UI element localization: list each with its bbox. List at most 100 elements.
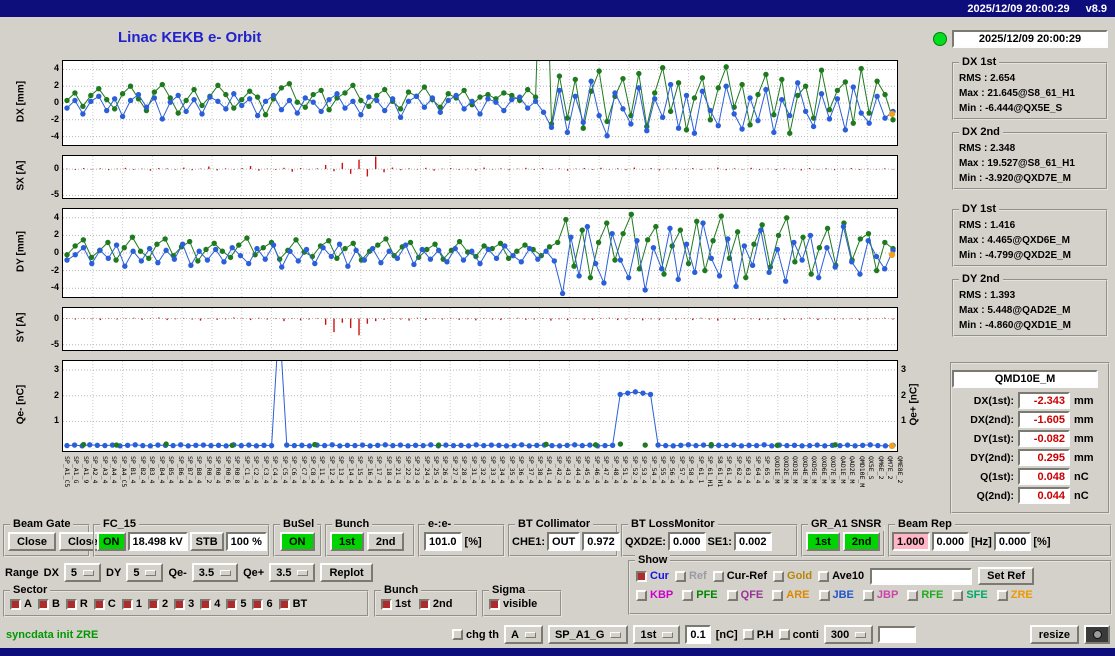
y-tick-label: 3: [53, 364, 59, 374]
bt-checkbox[interactable]: [278, 598, 290, 610]
gold-checkbox[interactable]: [773, 570, 785, 582]
ave10-checkbox[interactable]: [818, 570, 830, 582]
y-tick-label: 0: [53, 247, 59, 257]
group-beam-gate: Beam Gate Close Close: [3, 518, 107, 557]
axis-label-sy: SY [A]: [15, 312, 27, 343]
c-checkbox[interactable]: [93, 598, 105, 610]
chg-th-checkbox[interactable]: [452, 629, 463, 640]
gr-a1-2nd-button[interactable]: 2nd: [842, 532, 881, 551]
1st-checkbox[interactable]: [381, 598, 392, 610]
5-checkbox[interactable]: [226, 598, 238, 610]
range-dy-label: DY: [106, 566, 122, 579]
replot-button[interactable]: Replot: [320, 563, 373, 582]
a-checkbox[interactable]: [10, 598, 21, 610]
che1-value-display: 0.972: [582, 532, 620, 551]
stat-max: Max : 5.448@QAD2E_M: [959, 305, 1071, 316]
6-checkbox[interactable]: [252, 598, 264, 610]
fc15-stb-button[interactable]: STB: [189, 532, 224, 551]
bpm-label: SP_C6_4: [290, 456, 299, 484]
busel-on-button[interactable]: ON: [280, 532, 315, 551]
rate-select[interactable]: 300: [823, 625, 874, 644]
checkbox-label: RFE: [921, 589, 944, 601]
conti-checkbox[interactable]: [778, 629, 790, 640]
cur-checkbox[interactable]: [636, 570, 647, 582]
2nd-checkbox[interactable]: [418, 598, 430, 610]
bpm-label: SP_R0_2: [204, 456, 213, 484]
ee-ratio-display: 101.0: [424, 532, 462, 551]
bpm-label: SP_64_4: [753, 456, 762, 484]
3-checkbox[interactable]: [174, 598, 186, 610]
range-label: Range: [5, 566, 39, 579]
group-title: Sector: [10, 584, 51, 597]
sector-select[interactable]: A: [504, 625, 543, 644]
range-qep-value: 3.5: [276, 566, 292, 579]
set-ref-button[interactable]: Set Ref: [978, 567, 1035, 585]
gr-a1-1st-button[interactable]: 1st: [806, 532, 840, 551]
b-checkbox[interactable]: [37, 598, 49, 610]
bunch-option-select[interactable]: 1st: [633, 625, 681, 644]
bunch-2nd-button[interactable]: 2nd: [366, 532, 405, 551]
bpm-label: QXD4E_M: [800, 456, 809, 484]
bpm-label: QME8E_2: [895, 456, 904, 484]
checkbox-item-kbp: KBP: [636, 589, 673, 601]
range-dx-select[interactable]: 5: [63, 563, 102, 582]
fc15-on-button[interactable]: ON: [97, 532, 126, 551]
checkbox-item-are: ARE: [772, 589, 810, 601]
range-row: Range DX 5 DY 5 Qe- 3.5 Qe+ 3.5 Replot: [5, 563, 373, 582]
rfe-checkbox[interactable]: [907, 589, 919, 601]
range-qep-select[interactable]: 3.5: [269, 563, 316, 582]
bpm-label: SP_57_4: [677, 456, 686, 484]
chart-qe-canvas: [63, 361, 897, 451]
visible-checkbox[interactable]: [489, 598, 500, 610]
jbe-checkbox[interactable]: [818, 589, 830, 601]
bpm-label: SP_C3_4: [261, 456, 270, 484]
2-checkbox[interactable]: [147, 598, 159, 610]
camera-button[interactable]: [1084, 625, 1110, 644]
threshold-display: 0.1: [685, 625, 711, 644]
pfe-checkbox[interactable]: [682, 589, 694, 601]
range-dx-value: 5: [70, 566, 78, 579]
checkbox-label: 2nd: [432, 598, 453, 610]
bpm-label: SP_B3_4: [148, 456, 157, 484]
qmd-row-value: 0.048: [1018, 468, 1070, 485]
bpm-label: SP_35_4: [507, 456, 516, 484]
range-qem-label: Qe-: [168, 566, 187, 579]
jbp-checkbox[interactable]: [862, 589, 874, 601]
checkbox-item-gold: Gold: [773, 570, 812, 582]
beam-gate-close-button-1[interactable]: Close: [8, 532, 56, 551]
bpm-label: SP_38_4: [536, 456, 545, 484]
ph-checkbox[interactable]: [742, 629, 754, 640]
checkbox-label: visible: [503, 598, 538, 610]
bpm-select[interactable]: SP_A1_G: [547, 625, 629, 644]
bpm-label: SP_A3_4: [100, 456, 109, 484]
y-tick-label-right: 3: [901, 364, 907, 374]
camera-lens-icon: [1092, 630, 1102, 639]
range-dy-select[interactable]: 5: [126, 563, 164, 582]
checkbox-label: ZRE: [1010, 589, 1033, 601]
dropdown-indicator-icon: [855, 631, 867, 638]
y-tick-label: 2: [53, 80, 59, 91]
show-row-1: Cur Ref Cur-Ref Gold Ave10: [636, 570, 864, 582]
checkbox-item-jbe: JBE: [818, 589, 854, 601]
1-checkbox[interactable]: [121, 598, 133, 610]
qmd-row-unit: mm: [1074, 432, 1094, 445]
are-checkbox[interactable]: [772, 589, 784, 601]
bpm-label: SP_52_4: [630, 456, 639, 484]
rate-input[interactable]: [878, 626, 917, 643]
4-checkbox[interactable]: [200, 598, 212, 610]
r-checkbox[interactable]: [65, 598, 77, 610]
ref-checkbox[interactable]: [674, 570, 686, 582]
range-qem-select[interactable]: 3.5: [191, 563, 239, 582]
checkbox-label: BT: [292, 598, 308, 610]
kbp-checkbox[interactable]: [636, 589, 647, 601]
group-title: FC_15: [100, 518, 140, 531]
resize-button[interactable]: resize: [1029, 625, 1079, 644]
cur-ref-checkbox[interactable]: [712, 570, 724, 582]
sfe-checkbox[interactable]: [952, 589, 964, 601]
ref-name-input[interactable]: [870, 567, 973, 585]
zre-checkbox[interactable]: [996, 589, 1008, 601]
qfe-checkbox[interactable]: [726, 589, 738, 601]
bunch-1st-button[interactable]: 1st: [330, 532, 364, 551]
y-tick-label-right: 2: [901, 389, 907, 400]
bpm-label: SP_A2_4: [91, 456, 100, 484]
